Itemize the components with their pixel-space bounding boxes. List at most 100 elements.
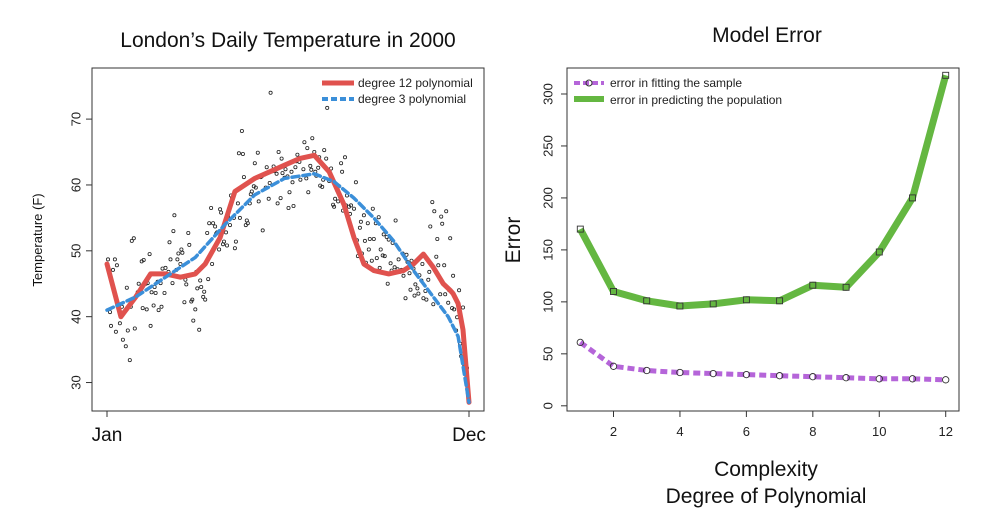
temperature-point <box>199 284 204 289</box>
temperature-point <box>374 256 379 261</box>
y-tick-label: 250 <box>540 135 555 157</box>
temperature-point <box>190 297 195 302</box>
temperature-chart-title: London’s Daily Temperature in 2000 <box>120 29 455 52</box>
temperature-point <box>302 140 307 145</box>
predicting-population-point <box>842 283 850 291</box>
fitting-sample-line <box>578 340 946 383</box>
temperature-point <box>156 308 161 313</box>
temperature-point <box>202 289 207 294</box>
x-tick-label: 8 <box>809 424 816 439</box>
temperature-point <box>197 327 202 332</box>
model-error-lines <box>576 71 950 384</box>
temperature-point <box>358 219 363 224</box>
temperature-plot-frame <box>91 67 485 412</box>
temperature-point <box>114 263 119 268</box>
temperature-point <box>267 180 272 185</box>
model-error-chart-title: Model Error <box>712 24 822 47</box>
x-tick-label: 4 <box>676 424 683 439</box>
temperature-point <box>233 239 238 244</box>
temperature-point <box>291 203 296 208</box>
temperature-point <box>209 205 214 210</box>
temperature-point <box>193 307 198 312</box>
temperature-point <box>266 196 271 201</box>
x-tick-label: Dec <box>452 425 486 446</box>
temperature-point <box>444 209 449 214</box>
temperature-point <box>401 273 406 278</box>
temperature-point <box>109 323 114 328</box>
temperature-point <box>380 253 385 258</box>
y-tick-label: 60 <box>68 178 83 192</box>
temperature-point <box>369 258 374 263</box>
temperature-point <box>239 128 244 133</box>
temperature-point <box>322 148 327 153</box>
fitting-sample-point <box>842 374 850 382</box>
temperature-point <box>381 232 386 237</box>
temperature-point <box>290 180 295 185</box>
x-tick-label: Jan <box>92 425 123 446</box>
temperature-point <box>304 176 309 181</box>
temperature-point <box>141 257 146 262</box>
temperature-point <box>342 155 347 160</box>
temperature-point <box>331 202 336 207</box>
temperature-point <box>428 224 433 229</box>
temperature-point <box>351 206 356 211</box>
temperature-point <box>249 189 254 194</box>
y-tick-label: 300 <box>540 83 555 105</box>
temperature-point <box>293 165 298 170</box>
temperature-point <box>111 267 116 272</box>
temperature-point <box>382 254 387 259</box>
temperature-point <box>198 278 203 283</box>
x-tick-label: 2 <box>610 424 617 439</box>
model-error-y-axis-label: Error <box>502 217 525 264</box>
temperature-point <box>140 306 145 311</box>
temperature-point <box>125 328 130 333</box>
temperature-point <box>310 136 315 141</box>
temperature-point <box>392 265 397 270</box>
fitting-sample-point <box>742 370 751 379</box>
temperature-point <box>255 150 260 155</box>
temperature-point <box>362 238 367 243</box>
temperature-point <box>298 177 303 182</box>
temperature-point <box>241 175 246 180</box>
degree-12-line <box>104 152 472 405</box>
temperature-point <box>413 282 418 287</box>
temperature-point <box>186 230 191 235</box>
temperature-point <box>167 240 172 245</box>
temperature-chart: London’s Daily Temperature in 2000 Tempe… <box>30 29 486 446</box>
temperature-point <box>237 215 242 220</box>
model-error-legend: error in fitting the sample error in pre… <box>574 76 782 107</box>
temperature-point <box>136 281 141 286</box>
temperature-point <box>439 214 444 219</box>
temperature-point <box>457 288 462 293</box>
temperature-point <box>218 207 223 212</box>
temperature-point <box>210 261 215 266</box>
temperature-point <box>148 323 153 328</box>
temperature-point <box>221 239 226 244</box>
fitting-sample-point <box>676 368 684 377</box>
fitting-sample-point <box>875 375 883 383</box>
temperature-point <box>324 156 329 161</box>
model-error-x-axis-label-line2: Degree of Polynomial <box>666 485 867 508</box>
temperature-point <box>361 213 366 218</box>
temperature-point <box>370 206 375 211</box>
temperature-point <box>443 292 448 297</box>
temperature-point <box>289 169 294 174</box>
temperature-point <box>235 201 240 206</box>
temperature-point <box>306 190 311 195</box>
temperature-point <box>276 149 281 154</box>
temperature-point <box>153 290 158 295</box>
temperature-point <box>117 321 122 326</box>
x-tick-label: 12 <box>938 424 952 439</box>
temperature-point <box>427 269 432 274</box>
x-tick-label: 10 <box>872 424 886 439</box>
temperature-point <box>339 161 344 166</box>
temperature-point <box>260 228 265 233</box>
temperature-point <box>424 297 429 302</box>
temperature-point <box>333 196 338 201</box>
temperature-points <box>106 90 471 405</box>
temperature-point <box>436 263 441 268</box>
predicting-population-line <box>577 74 950 310</box>
temperature-point <box>305 146 310 151</box>
temperature-point <box>365 221 370 226</box>
temperature-point <box>393 218 398 223</box>
